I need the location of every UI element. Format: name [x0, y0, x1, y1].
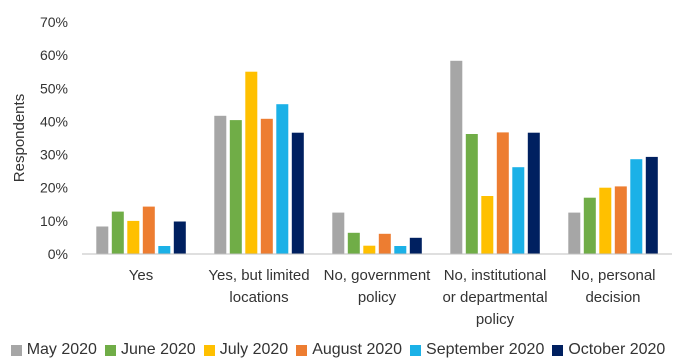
bar	[127, 220, 140, 254]
bar	[229, 120, 242, 254]
y-tick-label: 60%	[40, 47, 68, 63]
bar	[260, 118, 273, 254]
bar	[173, 221, 186, 254]
bar	[214, 115, 227, 254]
legend-swatch	[296, 344, 308, 356]
bar	[496, 132, 509, 254]
y-tick-label: 0%	[48, 246, 68, 262]
legend-swatch	[552, 344, 564, 356]
bar	[347, 232, 360, 254]
bar	[465, 134, 478, 254]
legend-label: September 2020	[426, 341, 545, 358]
bar	[363, 245, 376, 254]
bar	[583, 197, 596, 254]
bar	[276, 104, 289, 254]
bar	[481, 196, 494, 254]
bar	[245, 71, 258, 254]
legend-item: May 2020	[10, 341, 97, 359]
bar	[599, 187, 612, 254]
legend: May 2020 June 2020 July 2020 August 2020 Sep…	[0, 338, 676, 362]
x-category-label: Yes	[129, 267, 153, 284]
bar	[142, 206, 155, 254]
legend-label: July 2020	[219, 341, 289, 358]
legend-swatch	[410, 344, 422, 356]
bar	[450, 60, 463, 254]
legend-item: September 2020	[410, 341, 544, 359]
x-category-label: No, government policy	[324, 267, 432, 306]
legend-item: October 2020	[552, 341, 665, 359]
legend-label: October 2020	[568, 341, 666, 358]
y-axis-label: Respondents	[11, 94, 28, 182]
bar	[568, 212, 581, 254]
y-tick-label: 30%	[40, 147, 68, 163]
legend-item: June 2020	[104, 341, 196, 359]
bar	[378, 233, 391, 254]
legend-swatch	[203, 344, 215, 356]
y-tick-label: 50%	[40, 80, 68, 96]
bar	[111, 211, 124, 254]
bars	[96, 60, 658, 254]
bar	[645, 156, 658, 254]
y-tick-label: 40%	[40, 113, 68, 129]
y-tick-label: 70%	[40, 14, 68, 30]
y-tick-label: 20%	[40, 180, 68, 196]
y-axis: 0% 10% 20% 30% 40% 50% 60% 70%	[40, 14, 68, 262]
legend-item: August 2020	[296, 341, 402, 359]
legend-label: May 2020	[26, 341, 97, 358]
x-axis: Yes Yes, but limited locations No, governme…	[82, 253, 672, 328]
bar	[332, 212, 345, 254]
x-category-label: No, institutional or departmental policy	[442, 267, 547, 328]
bar-chart: 0% 10% 20% 30% 40% 50% 60% 70% Yes Yes, but limi…	[11, 14, 672, 328]
legend-swatch	[10, 344, 22, 356]
bar	[512, 167, 525, 254]
bar	[158, 246, 171, 254]
x-category-label: Yes, but limited locations	[208, 267, 309, 306]
bar	[409, 237, 422, 254]
bar	[291, 132, 304, 254]
bar	[630, 159, 643, 254]
bar	[614, 186, 627, 254]
legend-item: July 2020	[203, 341, 289, 359]
legend-swatch	[104, 344, 116, 356]
legend-label: June 2020	[120, 341, 196, 358]
bar	[96, 226, 109, 254]
x-category-label: No, personal decision	[570, 267, 655, 306]
y-tick-label: 10%	[40, 213, 68, 229]
bar	[394, 246, 407, 254]
legend-label: August 2020	[312, 341, 403, 358]
bar	[527, 132, 540, 254]
